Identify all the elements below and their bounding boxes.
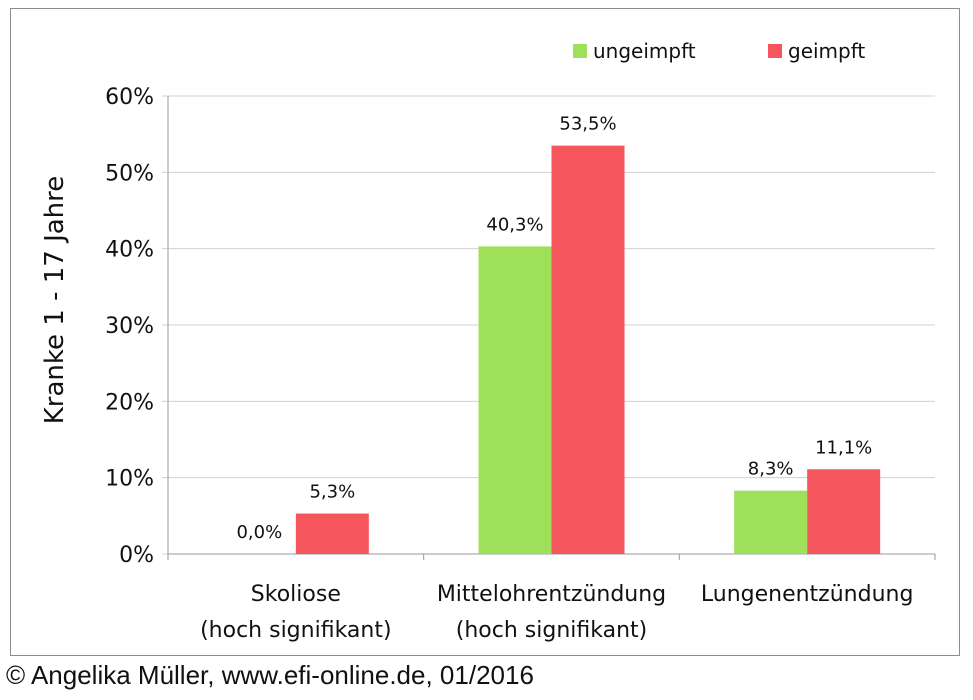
category-label-0-1: (hoch signifikant) — [200, 618, 391, 643]
y-tick-label-2: 20% — [105, 390, 154, 415]
copyright-notice: © Angelika Müller, www.efi-online.de, 01… — [6, 660, 534, 690]
category-label-1-0: Mittelohrentzündung — [437, 582, 666, 607]
y-axis-title: Kranke 1 - 17 Jahre — [40, 176, 70, 425]
legend-swatch-geimpft — [768, 44, 782, 58]
legend-label-ungeimpft: ungeimpft — [593, 39, 696, 63]
y-tick-label-1: 10% — [105, 467, 154, 492]
legend-label-geimpft: geimpft — [788, 39, 865, 63]
y-tick-label-5: 50% — [105, 161, 154, 186]
chart-frame: 0% 10% 20% 30% 40% 50% 60% 0,0% 5,3% Skoliose (hoc… — [10, 8, 960, 656]
y-tick-label-4: 40% — [105, 238, 154, 263]
data-label-geimpft-1: 53,5% — [559, 114, 616, 135]
category-label-1-1: (hoch signifikant) — [456, 618, 647, 643]
data-label-geimpft-2: 11,1% — [815, 437, 872, 458]
bar-geimpft-2 — [807, 469, 881, 554]
y-tick-label-6: 60% — [105, 85, 154, 110]
bar-geimpft-0 — [295, 513, 369, 554]
data-label-ungeimpft-1: 40,3% — [486, 214, 543, 235]
bar-ungeimpft-1 — [478, 246, 552, 555]
data-label-ungeimpft-0: 0,0% — [236, 522, 282, 543]
data-label-ungeimpft-2: 8,3% — [748, 459, 794, 480]
data-label-geimpft-0: 5,3% — [309, 482, 355, 503]
bar-ungeimpft-2 — [734, 490, 808, 554]
category-label-0-0: Skoliose — [251, 582, 341, 607]
legend-swatch-ungeimpft — [573, 44, 587, 58]
category-label-2-0: Lungenentzündung — [701, 582, 914, 607]
y-tick-label-3: 30% — [105, 314, 154, 339]
bar-geimpft-1 — [551, 145, 625, 554]
y-tick-label-0: 0% — [119, 543, 154, 568]
bar-chart: 0% 10% 20% 30% 40% 50% 60% 0,0% 5,3% Skoliose (hoc… — [40, 39, 936, 643]
